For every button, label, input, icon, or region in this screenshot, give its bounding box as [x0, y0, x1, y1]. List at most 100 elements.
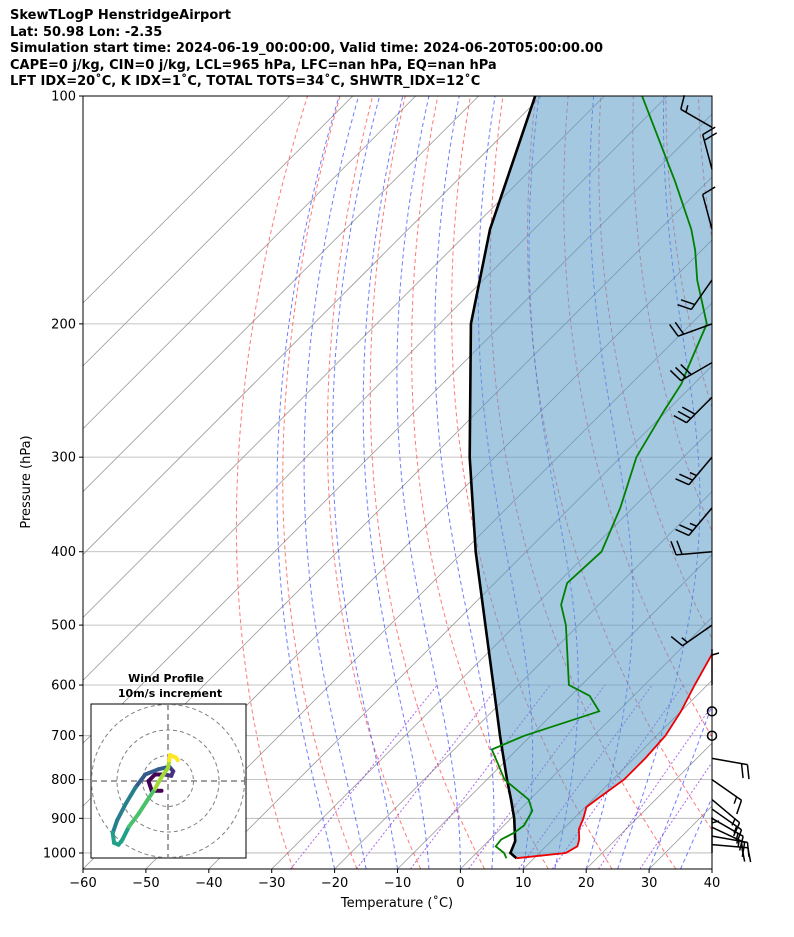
mixing-ratio-line — [639, 761, 712, 869]
barb-flag — [736, 800, 743, 815]
dry-adiabat — [731, 96, 794, 869]
wind-barb — [711, 757, 750, 780]
isotherm-line — [83, 96, 542, 556]
wind-barb — [706, 706, 718, 717]
barb-flag — [669, 369, 682, 382]
wind-barb — [711, 649, 720, 686]
wind-barb — [701, 126, 718, 170]
wind-barbs — [669, 95, 752, 863]
moist-adiabat — [711, 867, 712, 869]
dry-adiabat — [451, 96, 613, 869]
isotherm-line — [711, 868, 712, 869]
barb-half-flag — [689, 471, 697, 477]
hodograph-segment — [152, 775, 164, 791]
barb-flag — [703, 132, 718, 142]
barb-half-flag — [731, 818, 736, 826]
wind-barb — [673, 396, 713, 424]
wind-barb — [711, 826, 746, 858]
barb-shaft — [688, 456, 713, 486]
dewpoint-profile-line — [490, 96, 708, 859]
barb-flag — [679, 524, 694, 532]
barb-half-flag — [685, 105, 689, 113]
x-tick-label: 10 — [515, 876, 532, 891]
wind-barb — [711, 778, 743, 815]
barb-flag — [681, 406, 696, 415]
hodograph-segment — [173, 755, 180, 763]
barb-flag — [670, 541, 677, 556]
hodograph-segment — [123, 785, 138, 806]
isotherm-line — [83, 96, 354, 367]
dry-adiabat — [235, 96, 308, 869]
dry-adiabat — [697, 96, 712, 242]
moist-adiabat — [276, 96, 340, 869]
barb-flag — [736, 829, 743, 844]
y-tick-label: 900 — [51, 812, 76, 827]
barb-flag — [746, 764, 750, 780]
moist-adiabat — [362, 96, 430, 869]
dry-adiabat — [411, 96, 549, 869]
mixing-ratio-line — [355, 684, 500, 869]
wind-barb — [680, 95, 713, 128]
barb-flag — [675, 528, 690, 537]
wind-barb — [701, 186, 716, 230]
barb-flag — [732, 822, 741, 837]
barb-half-flag — [737, 839, 740, 848]
barb-flag — [738, 836, 744, 851]
y-tick-label: 800 — [51, 773, 76, 788]
sounding-profiles — [468, 96, 712, 860]
wind-barb — [711, 798, 741, 837]
x-tick-label: −30 — [258, 876, 285, 891]
barb-flag — [680, 299, 696, 306]
dry-adiabat — [764, 96, 794, 869]
barb-half-flag — [711, 652, 720, 656]
simulation-times: Simulation start time: 2024-06-19_00:00:… — [10, 41, 603, 56]
y-tick-label: 600 — [51, 679, 76, 694]
y-tick-label: 700 — [51, 729, 76, 744]
x-tick-label: −40 — [195, 876, 222, 891]
barb-flag — [741, 842, 746, 858]
barb-flag — [680, 95, 686, 110]
hodograph-subtitle: 10m/s increment — [118, 687, 222, 700]
barb-flag — [740, 763, 744, 779]
x-tick-label: 40 — [704, 876, 721, 891]
calm-wind-circle — [706, 730, 718, 741]
x-tick-label: 30 — [641, 876, 658, 891]
dry-adiabat — [282, 96, 358, 869]
barb-flag — [680, 363, 692, 376]
station-coordinates: Lat: 50.98 Lon: -2.35 — [10, 24, 163, 40]
barb-shaft — [711, 757, 748, 766]
x-tick-label: 0 — [456, 876, 464, 891]
isotherm-line — [83, 96, 479, 493]
dry-adiabat — [326, 96, 422, 869]
isotherm-line — [83, 96, 291, 304]
wind-barb — [711, 817, 744, 851]
wind-barb — [669, 361, 713, 382]
x-tick-label: −20 — [321, 876, 348, 891]
moist-adiabat — [648, 703, 712, 869]
barb-flag — [670, 635, 683, 647]
y-tick-label: 300 — [51, 451, 76, 466]
hodograph-segment — [145, 786, 157, 803]
hodograph-segment — [136, 798, 150, 816]
isotherm-line — [83, 96, 605, 618]
wind-barb — [677, 279, 713, 311]
dry-adiabat — [369, 96, 485, 869]
barb-flag — [702, 126, 716, 136]
y-tick-label: 200 — [51, 317, 76, 332]
barb-shaft — [701, 194, 713, 230]
barb-flag — [676, 540, 683, 555]
wind-barb — [669, 321, 713, 337]
barb-flag — [677, 410, 692, 420]
moist-adiabat — [303, 96, 367, 869]
x-axis-label: Temperature (˚C) — [340, 895, 453, 911]
chart-header: SkewTLogP HenstridgeAirport Lat: 50.98 L… — [10, 8, 603, 91]
stability-indices-1: CAPE=0 j/kg, CIN=0 j/kg, LCL=965 hPa, LF… — [10, 57, 497, 73]
barb-flag — [702, 186, 716, 196]
wind-barb — [670, 624, 713, 647]
mixing-ratio-line — [597, 704, 712, 869]
y-axis-label: Pressure (hPa) — [19, 435, 34, 528]
wind-barb — [675, 507, 713, 537]
y-tick-label: 500 — [51, 619, 76, 634]
